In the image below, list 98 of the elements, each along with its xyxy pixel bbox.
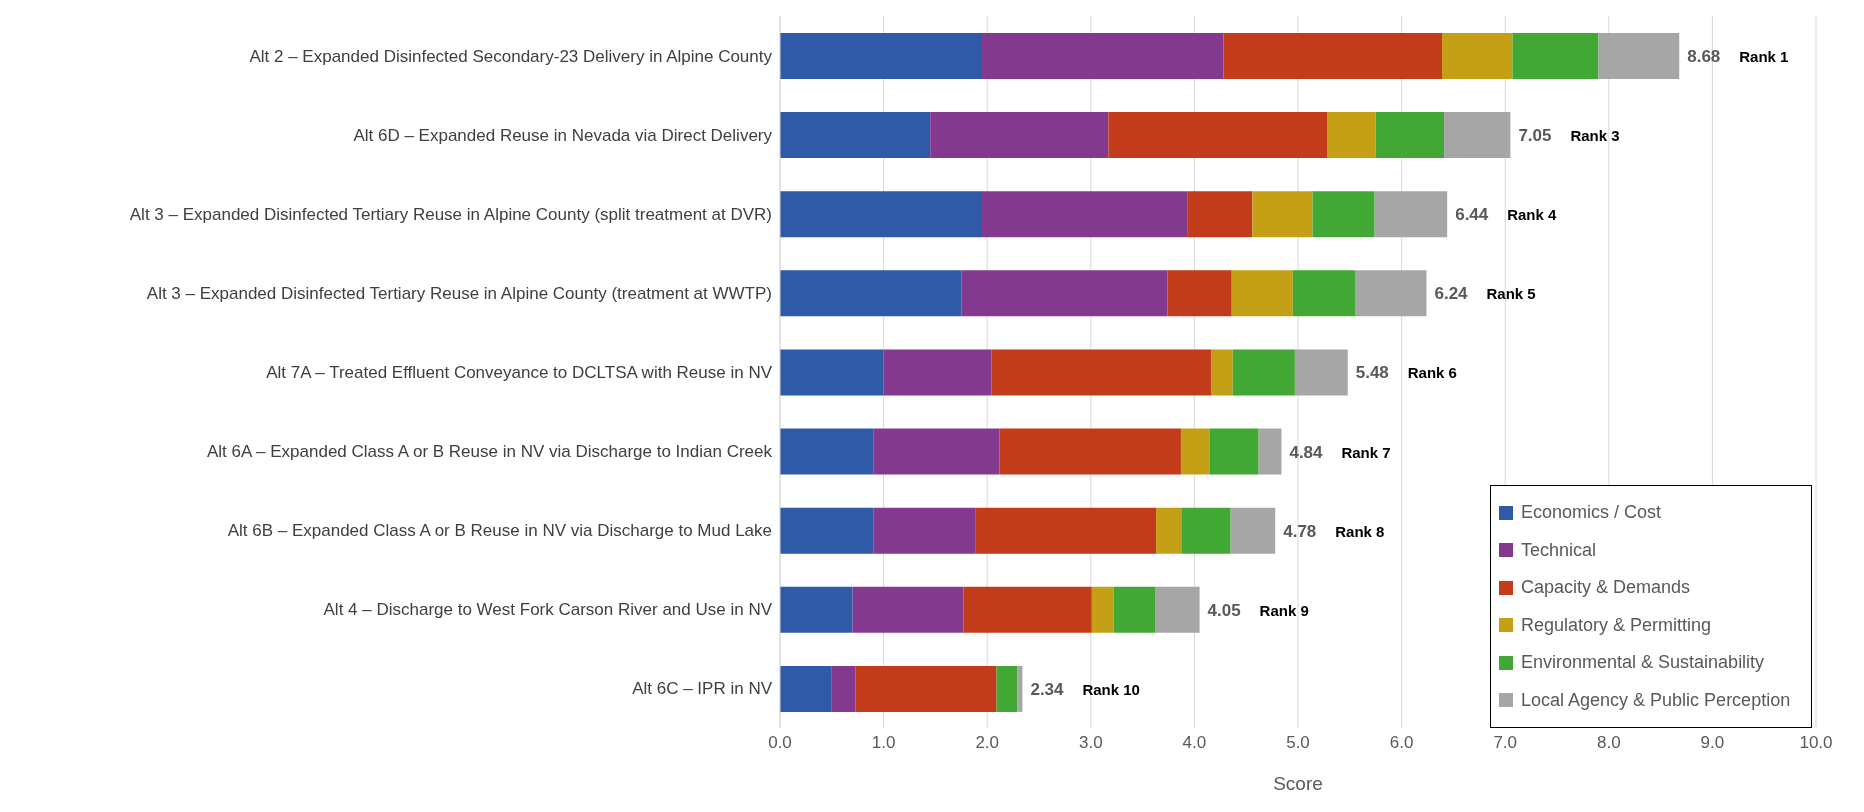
- bar: [780, 586, 853, 633]
- annotation: Rank 7: [1341, 443, 1391, 461]
- x-tick-label: 4.0: [1182, 733, 1207, 753]
- bar: [1113, 586, 1156, 633]
- bar: [1258, 428, 1282, 475]
- bar: [1294, 349, 1348, 396]
- bar: [1375, 112, 1445, 159]
- bar: [1312, 191, 1375, 238]
- bar: [961, 270, 1168, 317]
- bar: [831, 665, 856, 712]
- bar: [1091, 586, 1114, 633]
- bar: [975, 507, 1157, 554]
- bar: [883, 349, 992, 396]
- bar: [1181, 507, 1231, 554]
- bar: [873, 428, 1000, 475]
- y-tick-label: Alt 6A – Expanded Class A or B Reuse in NV via Discharge to Indian Creek: [206, 442, 773, 462]
- bar: [1354, 270, 1427, 317]
- bar: [780, 428, 874, 475]
- bar: [855, 665, 997, 712]
- legend-label: Economics / Cost: [1521, 501, 1662, 524]
- annotation: Rank 1: [1739, 48, 1789, 65]
- bar: [780, 112, 931, 159]
- total-label: 7.05: [1518, 126, 1552, 146]
- total-label: 6.44: [1455, 205, 1489, 225]
- x-tick-label: 8.0: [1596, 733, 1621, 753]
- bar: [1108, 112, 1328, 159]
- total-label: 8.68: [1687, 47, 1721, 66]
- bar: [1252, 191, 1313, 238]
- bar: [1232, 349, 1295, 396]
- total-label: 4.05: [1207, 600, 1241, 620]
- total-label: 2.34: [1030, 679, 1065, 699]
- bar: [1327, 112, 1376, 159]
- annotation: Rank 4: [1507, 206, 1558, 224]
- x-tick-label: 10.0: [1799, 733, 1833, 753]
- y-tick-label: Alt 4 – Discharge to West Fork Carson River and Use in NV: [323, 600, 773, 620]
- legend-label: Technical: [1521, 538, 1597, 562]
- x-tick-label: 5.0: [1286, 733, 1310, 753]
- legend-label: Environmental & Sustainability: [1521, 651, 1765, 674]
- bar: [780, 349, 884, 396]
- bar: [1180, 428, 1210, 475]
- bar: [996, 665, 1018, 712]
- y-tick-label: Alt 7A – Treated Effluent Conveyance to DCLTSA with Reuse in NV: [266, 363, 773, 383]
- x-tick-label: 1.0: [871, 733, 896, 753]
- annotation: Rank 10: [1082, 680, 1140, 698]
- bar: [780, 665, 832, 712]
- y-tick-label: Alt 3 – Expanded Disinfected Tertiary Reuse in Alpine County (split treatment at DVR): [129, 204, 772, 224]
- bar: [780, 507, 874, 554]
- total-label: 5.48: [1355, 363, 1389, 383]
- bar: [991, 349, 1211, 396]
- bar: [1209, 428, 1259, 475]
- y-tick-label: Alt 2 – Expanded Disinfected Secondary-23 Delivery in Alpine County: [249, 46, 773, 66]
- legend-label: Local Agency & Public Perception: [1521, 688, 1791, 712]
- bar: [930, 112, 1109, 159]
- bar: [873, 507, 976, 554]
- annotation: Rank 5: [1486, 285, 1536, 303]
- bar: [780, 270, 962, 317]
- x-tick-label: 3.0: [1078, 733, 1103, 753]
- bar: [1187, 191, 1253, 238]
- bar: [1155, 586, 1200, 633]
- bar: [982, 33, 1224, 79]
- bar: [852, 586, 964, 633]
- bar: [982, 191, 1188, 238]
- bar: [1017, 665, 1023, 712]
- x-tick-label: 9.0: [1700, 733, 1725, 753]
- bar: [1598, 33, 1680, 79]
- bar: [1292, 270, 1355, 317]
- x-tick-label: 0.0: [768, 733, 792, 753]
- annotation: Rank 3: [1570, 127, 1620, 145]
- bar: [1230, 507, 1276, 554]
- bar: [963, 586, 1092, 633]
- annotation: Rank 9: [1259, 601, 1309, 619]
- annotation: Rank 6: [1407, 364, 1457, 382]
- bar: [1223, 33, 1442, 79]
- total-label: 4.84: [1289, 442, 1324, 462]
- bar: [1512, 33, 1599, 79]
- x-axis-title: Score: [1273, 773, 1323, 794]
- bar: [1231, 270, 1293, 317]
- bar: [1374, 191, 1448, 238]
- bar: [1444, 112, 1511, 159]
- y-tick-label: Alt 6C – IPR in NV: [632, 679, 773, 699]
- total-label: 4.78: [1283, 521, 1317, 541]
- bar: [1167, 270, 1232, 317]
- legend-label: Regulatory & Permitting: [1521, 613, 1712, 637]
- bar: [1442, 33, 1513, 79]
- bar: [1156, 507, 1182, 554]
- x-tick-label: 7.0: [1493, 733, 1518, 753]
- y-tick-label: Alt 6D – Expanded Reuse in Nevada via Direct Delivery: [353, 125, 773, 145]
- bar: [999, 428, 1181, 475]
- x-tick-label: 6.0: [1389, 733, 1414, 753]
- bar: [1210, 349, 1233, 396]
- y-tick-label: Alt 6B – Expanded Class A or B Reuse in NV via Discharge to Mud Lake: [227, 521, 772, 541]
- bar: [780, 191, 983, 238]
- y-tick-label: Alt 3 – Expanded Disinfected Tertiary Reuse in Alpine County (treatment at WWTP): [146, 283, 772, 303]
- legend-label: Capacity & Demands: [1521, 576, 1691, 599]
- total-label: 6.24: [1434, 284, 1469, 304]
- annotation: Rank 8: [1335, 522, 1385, 540]
- x-tick-label: 2.0: [975, 733, 1000, 753]
- bar: [780, 33, 983, 79]
